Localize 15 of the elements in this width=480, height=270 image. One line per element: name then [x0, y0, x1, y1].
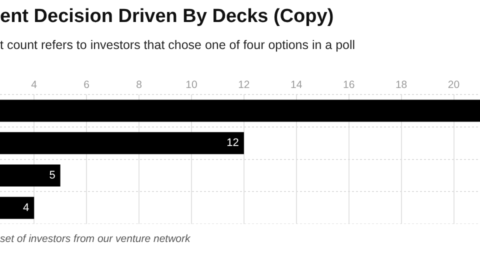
x-tick-label: 10: [186, 79, 198, 92]
x-tick-label: 8: [136, 79, 142, 92]
data-label: 12: [226, 137, 239, 150]
data-label: 5: [49, 170, 56, 182]
chart-subtitle: t count refers to investors that chose one of four options in a poll: [0, 38, 356, 52]
text: set of investors from our venture network: [0, 233, 190, 245]
data-label: 4: [22, 202, 30, 214]
x-tick-label: 20: [448, 79, 460, 92]
x-tick-label: 16: [343, 79, 355, 92]
chart-title: ent Decision Driven By Decks (Copy): [0, 6, 334, 28]
x-tick-label: 12: [238, 79, 250, 92]
x-tick-label: 14: [290, 79, 302, 92]
x-tick-label: 18: [395, 79, 408, 92]
x-tick-label: 6: [84, 79, 90, 92]
x-tick-label: 4: [31, 79, 38, 92]
